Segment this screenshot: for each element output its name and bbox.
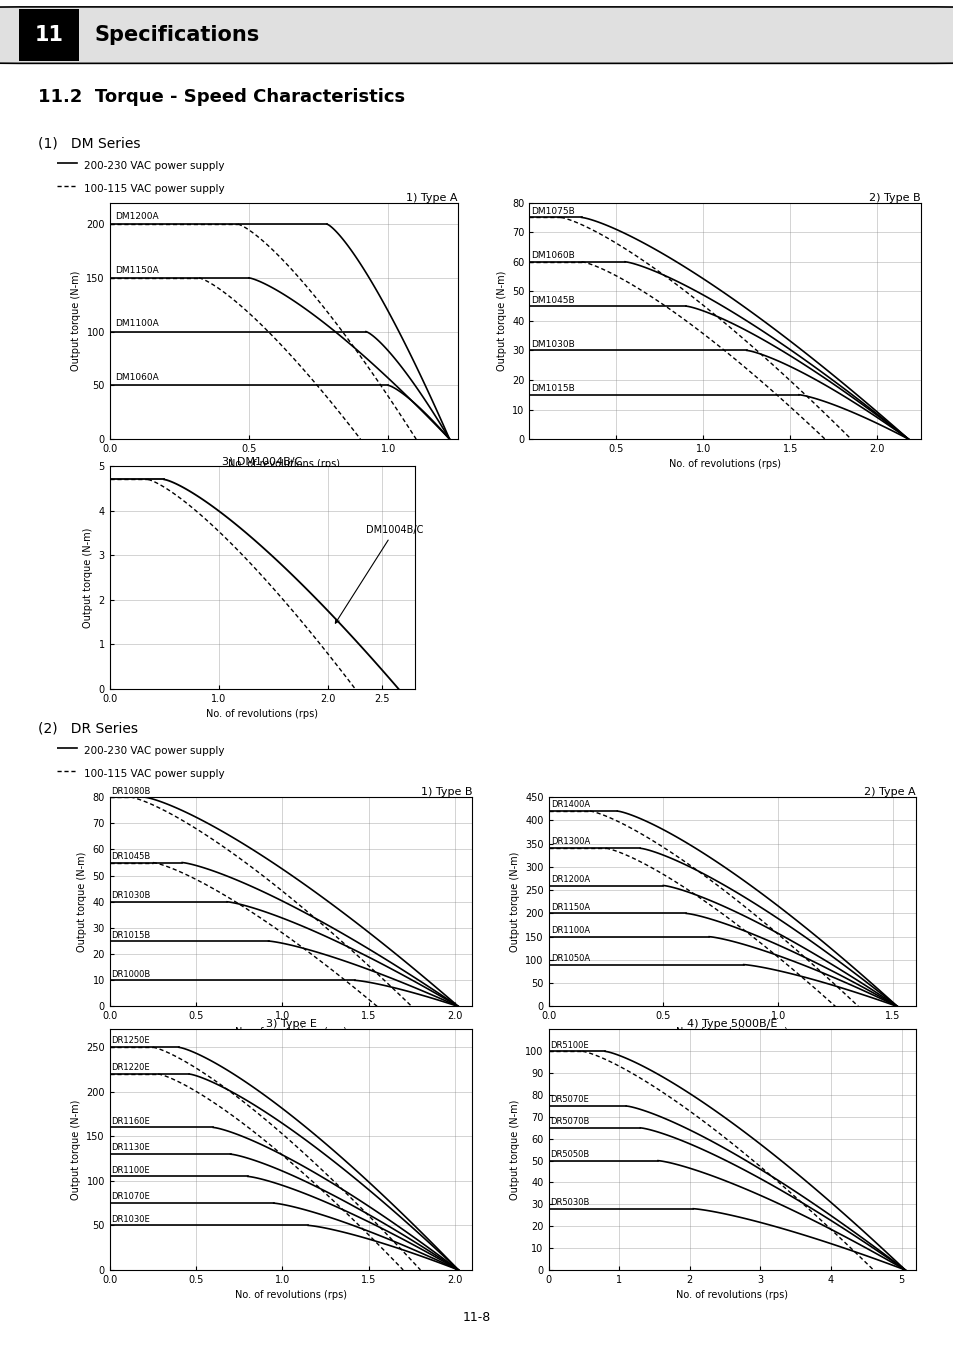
Text: 1) Type A: 1) Type A bbox=[406, 193, 457, 203]
Text: 100-115 VAC power supply: 100-115 VAC power supply bbox=[84, 769, 224, 780]
Text: DM1045B: DM1045B bbox=[531, 296, 575, 304]
Y-axis label: Output torque (N-m): Output torque (N-m) bbox=[497, 270, 506, 372]
Text: 2) Type A: 2) Type A bbox=[863, 788, 915, 797]
Text: Specifications: Specifications bbox=[94, 26, 259, 45]
X-axis label: No. of revolutions (rps): No. of revolutions (rps) bbox=[668, 459, 781, 470]
Text: DM1060A: DM1060A bbox=[115, 373, 159, 382]
Text: DM1100A: DM1100A bbox=[115, 319, 159, 328]
Text: 1) Type B: 1) Type B bbox=[420, 788, 472, 797]
X-axis label: No. of revolutions (rps): No. of revolutions (rps) bbox=[676, 1027, 787, 1038]
Text: DM1150A: DM1150A bbox=[115, 266, 159, 274]
Text: DR1045B: DR1045B bbox=[112, 852, 151, 861]
Text: DR5030B: DR5030B bbox=[549, 1198, 589, 1206]
Text: DR1160E: DR1160E bbox=[112, 1117, 150, 1125]
Text: DR5100E: DR5100E bbox=[549, 1040, 588, 1050]
Title: 3) DM1004B/C: 3) DM1004B/C bbox=[222, 457, 302, 466]
FancyBboxPatch shape bbox=[0, 7, 953, 63]
Text: 11.2  Torque - Speed Characteristics: 11.2 Torque - Speed Characteristics bbox=[38, 88, 405, 107]
X-axis label: No. of revolutions (rps): No. of revolutions (rps) bbox=[234, 1290, 347, 1301]
Text: DM1200A: DM1200A bbox=[115, 212, 159, 222]
Y-axis label: Output torque (N-m): Output torque (N-m) bbox=[77, 851, 87, 952]
Text: DR1070E: DR1070E bbox=[112, 1193, 150, 1201]
Text: DR1080B: DR1080B bbox=[112, 786, 151, 796]
Text: 200-230 VAC power supply: 200-230 VAC power supply bbox=[84, 747, 224, 757]
Y-axis label: Output torque (N-m): Output torque (N-m) bbox=[509, 851, 519, 952]
Text: 100-115 VAC power supply: 100-115 VAC power supply bbox=[84, 184, 224, 195]
Text: DR1100A: DR1100A bbox=[550, 925, 589, 935]
Text: DR1220E: DR1220E bbox=[112, 1063, 150, 1073]
X-axis label: No. of revolutions (rps): No. of revolutions (rps) bbox=[234, 1027, 347, 1038]
Y-axis label: Output torque (N-m): Output torque (N-m) bbox=[83, 527, 93, 628]
Text: DR1130E: DR1130E bbox=[112, 1143, 150, 1152]
X-axis label: No. of revolutions (rps): No. of revolutions (rps) bbox=[206, 709, 318, 720]
Text: 11: 11 bbox=[34, 26, 64, 45]
Text: DR1150A: DR1150A bbox=[550, 902, 589, 912]
Text: DR1200A: DR1200A bbox=[550, 874, 589, 884]
Text: DR1030B: DR1030B bbox=[112, 892, 151, 901]
Text: DR5070B: DR5070B bbox=[549, 1117, 589, 1127]
X-axis label: No. of revolutions (rps): No. of revolutions (rps) bbox=[676, 1290, 787, 1301]
Title: 4) Type 5000B/E: 4) Type 5000B/E bbox=[686, 1020, 777, 1029]
Title: 3) Type E: 3) Type E bbox=[265, 1020, 316, 1029]
Text: DR5050B: DR5050B bbox=[549, 1150, 589, 1159]
Text: DR1015B: DR1015B bbox=[112, 931, 151, 940]
Text: (2)   DR Series: (2) DR Series bbox=[38, 721, 138, 735]
Y-axis label: Output torque (N-m): Output torque (N-m) bbox=[509, 1100, 519, 1200]
Text: DR1030E: DR1030E bbox=[112, 1215, 150, 1224]
X-axis label: No. of revolutions (rps): No. of revolutions (rps) bbox=[228, 459, 339, 470]
Text: DM1075B: DM1075B bbox=[531, 207, 575, 216]
Text: DR1300A: DR1300A bbox=[550, 838, 590, 847]
Text: (1)   DM Series: (1) DM Series bbox=[38, 136, 140, 150]
Text: 2) Type B: 2) Type B bbox=[868, 193, 920, 203]
Text: DR1400A: DR1400A bbox=[550, 800, 589, 809]
Text: DM1004B/C: DM1004B/C bbox=[335, 526, 423, 623]
Bar bbox=[19, 9, 78, 61]
Text: DR1050A: DR1050A bbox=[550, 954, 589, 963]
Text: DR1000B: DR1000B bbox=[112, 970, 151, 979]
Text: 11-8: 11-8 bbox=[462, 1310, 491, 1324]
Text: DM1060B: DM1060B bbox=[531, 251, 575, 261]
Text: DR1100E: DR1100E bbox=[112, 1166, 150, 1174]
Text: DM1030B: DM1030B bbox=[531, 340, 575, 349]
Y-axis label: Output torque (N-m): Output torque (N-m) bbox=[71, 270, 81, 372]
Text: DM1015B: DM1015B bbox=[531, 384, 575, 393]
Text: DR5070E: DR5070E bbox=[549, 1096, 588, 1104]
Y-axis label: Output torque (N-m): Output torque (N-m) bbox=[71, 1100, 81, 1200]
Text: DR1250E: DR1250E bbox=[112, 1036, 150, 1046]
Text: 200-230 VAC power supply: 200-230 VAC power supply bbox=[84, 162, 224, 172]
